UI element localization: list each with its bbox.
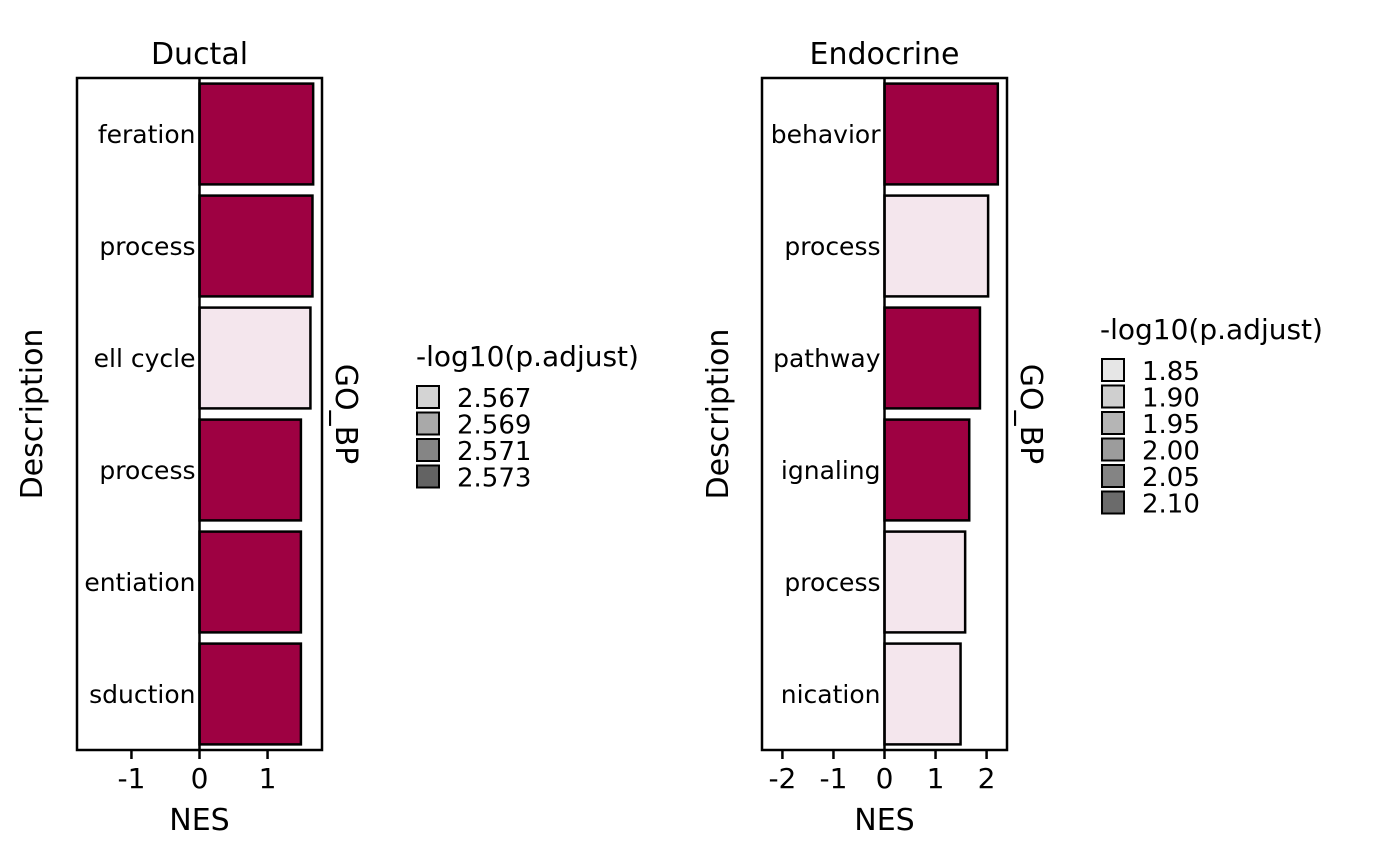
category-label: process: [784, 232, 880, 261]
panel-title: Endocrine: [810, 37, 960, 72]
legend-swatch: [1101, 358, 1125, 382]
category-labels: behavior process pathway ignaling process nic…: [771, 120, 881, 709]
bar: [883, 194, 990, 298]
category-label: feration: [98, 120, 196, 149]
y-axis-title: Description: [15, 329, 50, 500]
category-label: process: [99, 456, 195, 485]
legend-label: 2.573: [457, 464, 531, 494]
category-label: behavior: [771, 120, 881, 149]
y-axis-title: Description: [701, 329, 736, 500]
legend-label: 1.85: [1142, 357, 1200, 387]
legend-swatch: [1101, 490, 1125, 515]
bar: [198, 530, 303, 634]
category-label: process: [99, 232, 195, 261]
category-label: sduction: [89, 680, 195, 709]
bar: [198, 194, 314, 298]
legend-label: 2.05: [1142, 463, 1200, 493]
x-tick-label: -2: [768, 762, 796, 795]
x-axis-title: NES: [854, 803, 914, 838]
category-label: process: [784, 568, 880, 597]
legend-swatch: [416, 411, 440, 436]
panel-ductal: Ductal feration process ell cycle process ent…: [15, 37, 639, 838]
legend-label: 2.567: [457, 384, 531, 414]
legend-label: 2.00: [1142, 437, 1200, 467]
x-tick-label: 1: [259, 762, 277, 795]
bar: [883, 418, 971, 522]
legend-swatch: [1101, 411, 1125, 435]
bar: [198, 82, 315, 186]
bar: [198, 306, 312, 410]
x-tick-label: 2: [978, 762, 996, 795]
legend-label: 2.571: [457, 437, 531, 467]
legend-swatch: [1101, 437, 1125, 462]
category-labels: feration process ell cycle process entiation…: [84, 120, 195, 709]
legend-swatch: [416, 385, 440, 409]
panel-title: Ductal: [151, 37, 248, 72]
category-label: ell cycle: [94, 344, 196, 373]
legend-label: 1.95: [1142, 410, 1200, 440]
legend-swatch: [416, 438, 440, 462]
category-label: ignaling: [781, 456, 881, 485]
legend-swatch: [1101, 464, 1125, 488]
x-axis-title: NES: [169, 803, 229, 838]
legend-title: -log10(p.adjust): [1100, 313, 1323, 346]
strip-label: GO_BP: [328, 364, 363, 465]
legend-label: 2.10: [1142, 490, 1200, 520]
x-tick-label: -1: [819, 762, 847, 795]
x-tick-label: 0: [876, 762, 894, 795]
x-tick-label: -1: [117, 762, 145, 795]
legend-swatch: [1101, 384, 1125, 409]
bar: [198, 642, 303, 746]
strip-label: GO_BP: [1013, 364, 1048, 465]
legend-label: 2.569: [457, 411, 531, 441]
category-label: entiation: [84, 568, 195, 597]
category-label: pathway: [773, 344, 881, 373]
bar: [883, 530, 967, 634]
panel-endocrine: Endocrine behavior process pathway ignaling p…: [701, 37, 1323, 838]
x-tick-label: 0: [191, 762, 209, 795]
category-label: nication: [781, 680, 881, 709]
bar: [883, 82, 1000, 186]
legend-label: 1.90: [1142, 384, 1200, 414]
legend-swatch: [416, 464, 440, 489]
bar: [198, 418, 303, 522]
legend-title: -log10(p.adjust): [416, 340, 639, 373]
bar: [883, 306, 982, 410]
legend: -log10(p.adjust) 1.851.901.952.002.052.10: [1100, 313, 1323, 520]
x-tick-label: 1: [927, 762, 945, 795]
bar: [883, 642, 962, 746]
